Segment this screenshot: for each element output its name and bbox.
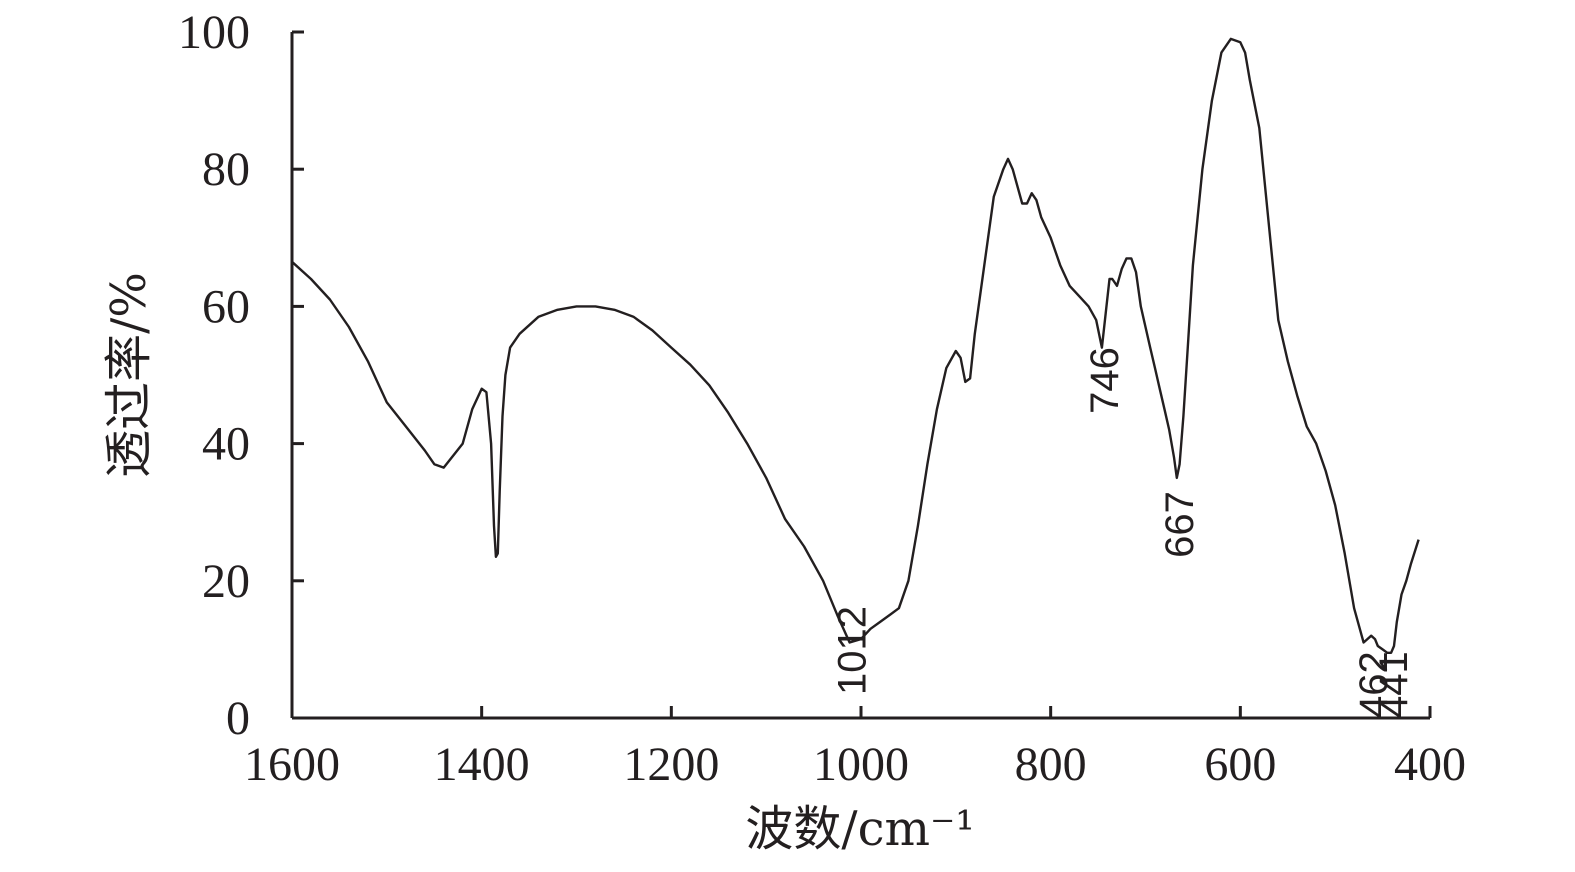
y-tick-label: 20 [202,555,250,608]
x-tick-label: 1200 [623,738,719,791]
peak-label-1012: 1012 [831,606,875,695]
x-tick-label: 1400 [434,738,530,791]
y-tick-label: 80 [202,143,250,196]
y-tick-label: 40 [202,418,250,471]
x-tick-label: 400 [1394,738,1466,791]
peak-label-746: 746 [1083,347,1127,414]
y-tick-label: 0 [226,692,250,745]
peak-label-462: 462 [1352,651,1396,718]
y-ticks: 0 20 40 60 80 100 [178,6,304,745]
x-ticks: 1600 1400 1200 1000 800 600 400 [244,706,1466,791]
x-tick-label: 800 [1015,738,1087,791]
x-tick-label: 1600 [244,738,340,791]
x-tick-label: 600 [1204,738,1276,791]
peak-label-667: 667 [1158,491,1202,558]
y-axis-title: 透过率/% [101,272,157,478]
x-tick-label: 1000 [813,738,909,791]
y-tick-label: 100 [178,6,250,59]
x-axis: 1600 1400 1200 1000 800 600 400 [244,706,1466,791]
transmittance-line [291,37,1420,654]
x-axis-title: 波数/cm⁻¹ [745,801,974,857]
y-axis: 0 20 40 60 80 100 [178,6,304,745]
peak-label-441: 441 [1372,651,1416,718]
y-tick-label: 60 [202,280,250,333]
